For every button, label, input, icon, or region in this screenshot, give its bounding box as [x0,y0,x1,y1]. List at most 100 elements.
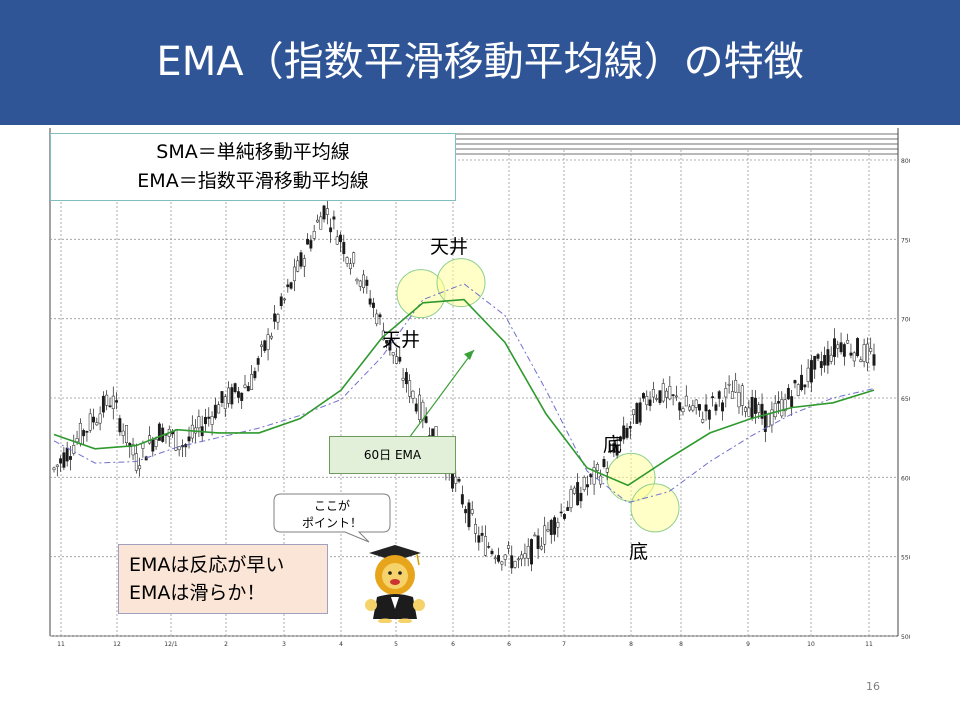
y-tick-label: 70000 [901,317,910,324]
candle-body [108,405,112,407]
candle-body [207,416,211,419]
candle-body [348,263,352,269]
candle-body [711,396,715,399]
candle-body [368,298,372,305]
candle-body [391,352,395,356]
candle-body [342,242,346,255]
page-number: 16 [866,680,880,693]
candle-body [388,339,392,351]
candle-body [852,352,856,362]
candle-body [533,534,537,537]
candle-body [724,388,728,398]
candle-body [648,399,652,406]
candle-body [576,482,580,506]
candle-body [622,425,626,440]
candle-body [559,511,563,514]
candle-body [500,561,504,565]
note-line-2: EMAは滑らか！ [129,582,266,604]
candle-body [253,371,257,379]
candlestick-series [52,197,876,574]
candle-body [632,409,636,416]
candle-body [279,296,283,307]
candle-body [655,398,659,400]
candle-body [536,535,540,549]
bottom-label-lower: 底 [629,541,649,563]
highlight-circles [396,258,680,533]
candle-body [408,380,412,397]
x-tick-label: 12/1 [164,641,178,648]
candle-body [316,219,319,223]
candle-body [777,401,780,404]
speech-line-2: ポイント！ [301,516,362,530]
candle-body [737,392,741,408]
candle-body [586,484,589,488]
candle-body [151,439,155,452]
candle-body [134,453,138,471]
candle-body [625,427,629,438]
candle-body [609,450,612,453]
candle-body [217,404,221,414]
candle-body [487,546,491,548]
candle-body [869,348,873,352]
speech-bubble-text: ここが ポイント！ [273,498,391,532]
x-tick-label: 11 [865,641,873,648]
candle-body [579,492,583,502]
candle-body [642,393,645,399]
note-box: EMAは反応が早い EMAは滑らか！ [118,544,328,614]
candle-body [365,279,369,286]
candle-body [516,558,520,561]
candle-body [319,216,323,230]
candle-body [95,422,99,426]
candle-body [872,354,876,366]
candle-body [62,452,66,468]
candle-body [210,416,214,425]
candle-body [306,238,310,245]
candle-body [312,231,316,239]
lion-mascot-icon [365,545,425,623]
sma-bottom-circle [630,483,680,533]
candle-body [286,284,290,288]
candle-body [651,389,655,398]
candle-body [605,468,609,473]
candle-body [503,554,507,560]
candle-body [809,360,813,383]
y-tick-label: 65000 [901,396,910,403]
candle-body [480,533,484,536]
candle-body [727,383,731,386]
candle-body [460,494,464,505]
x-axis-ticks: 11 12 12/1 2 3 4 5 6 6 7 8 8 9 10 11 [57,641,873,648]
candle-body [289,282,293,289]
candle-body [721,402,724,412]
candle-body [98,413,102,424]
candle-body [85,431,89,433]
candle-body [553,517,557,535]
candle-body [101,395,105,413]
slide-title: EMA（指数平滑移動平均線）の特徴 [156,39,804,85]
candle-body [467,502,471,528]
candle-body [325,208,329,215]
candle-body [273,313,277,322]
x-tick-label: 4 [339,641,343,648]
candle-body [497,555,501,562]
candle-body [678,402,682,411]
candle-body [493,557,497,560]
candle-body [665,390,668,398]
candle-body [375,313,379,325]
candle-body [790,396,794,408]
candle-body [595,464,599,471]
candle-body [464,509,468,514]
candle-body [302,258,306,267]
candle-body [582,477,586,491]
candle-body [615,445,619,456]
candle-body [477,535,481,543]
candle-body [401,377,405,381]
y-tick-label: 50000 [901,634,910,641]
candle-body [704,404,708,412]
candle-body [694,399,698,408]
candle-body [269,335,273,339]
candle-body [734,379,738,393]
candle-body [355,279,359,282]
candle-body [638,402,642,423]
sma-line [53,283,875,504]
candle-body [197,416,201,429]
